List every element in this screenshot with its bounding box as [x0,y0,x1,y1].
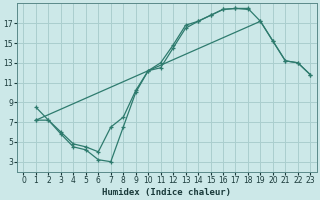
X-axis label: Humidex (Indice chaleur): Humidex (Indice chaleur) [102,188,231,197]
